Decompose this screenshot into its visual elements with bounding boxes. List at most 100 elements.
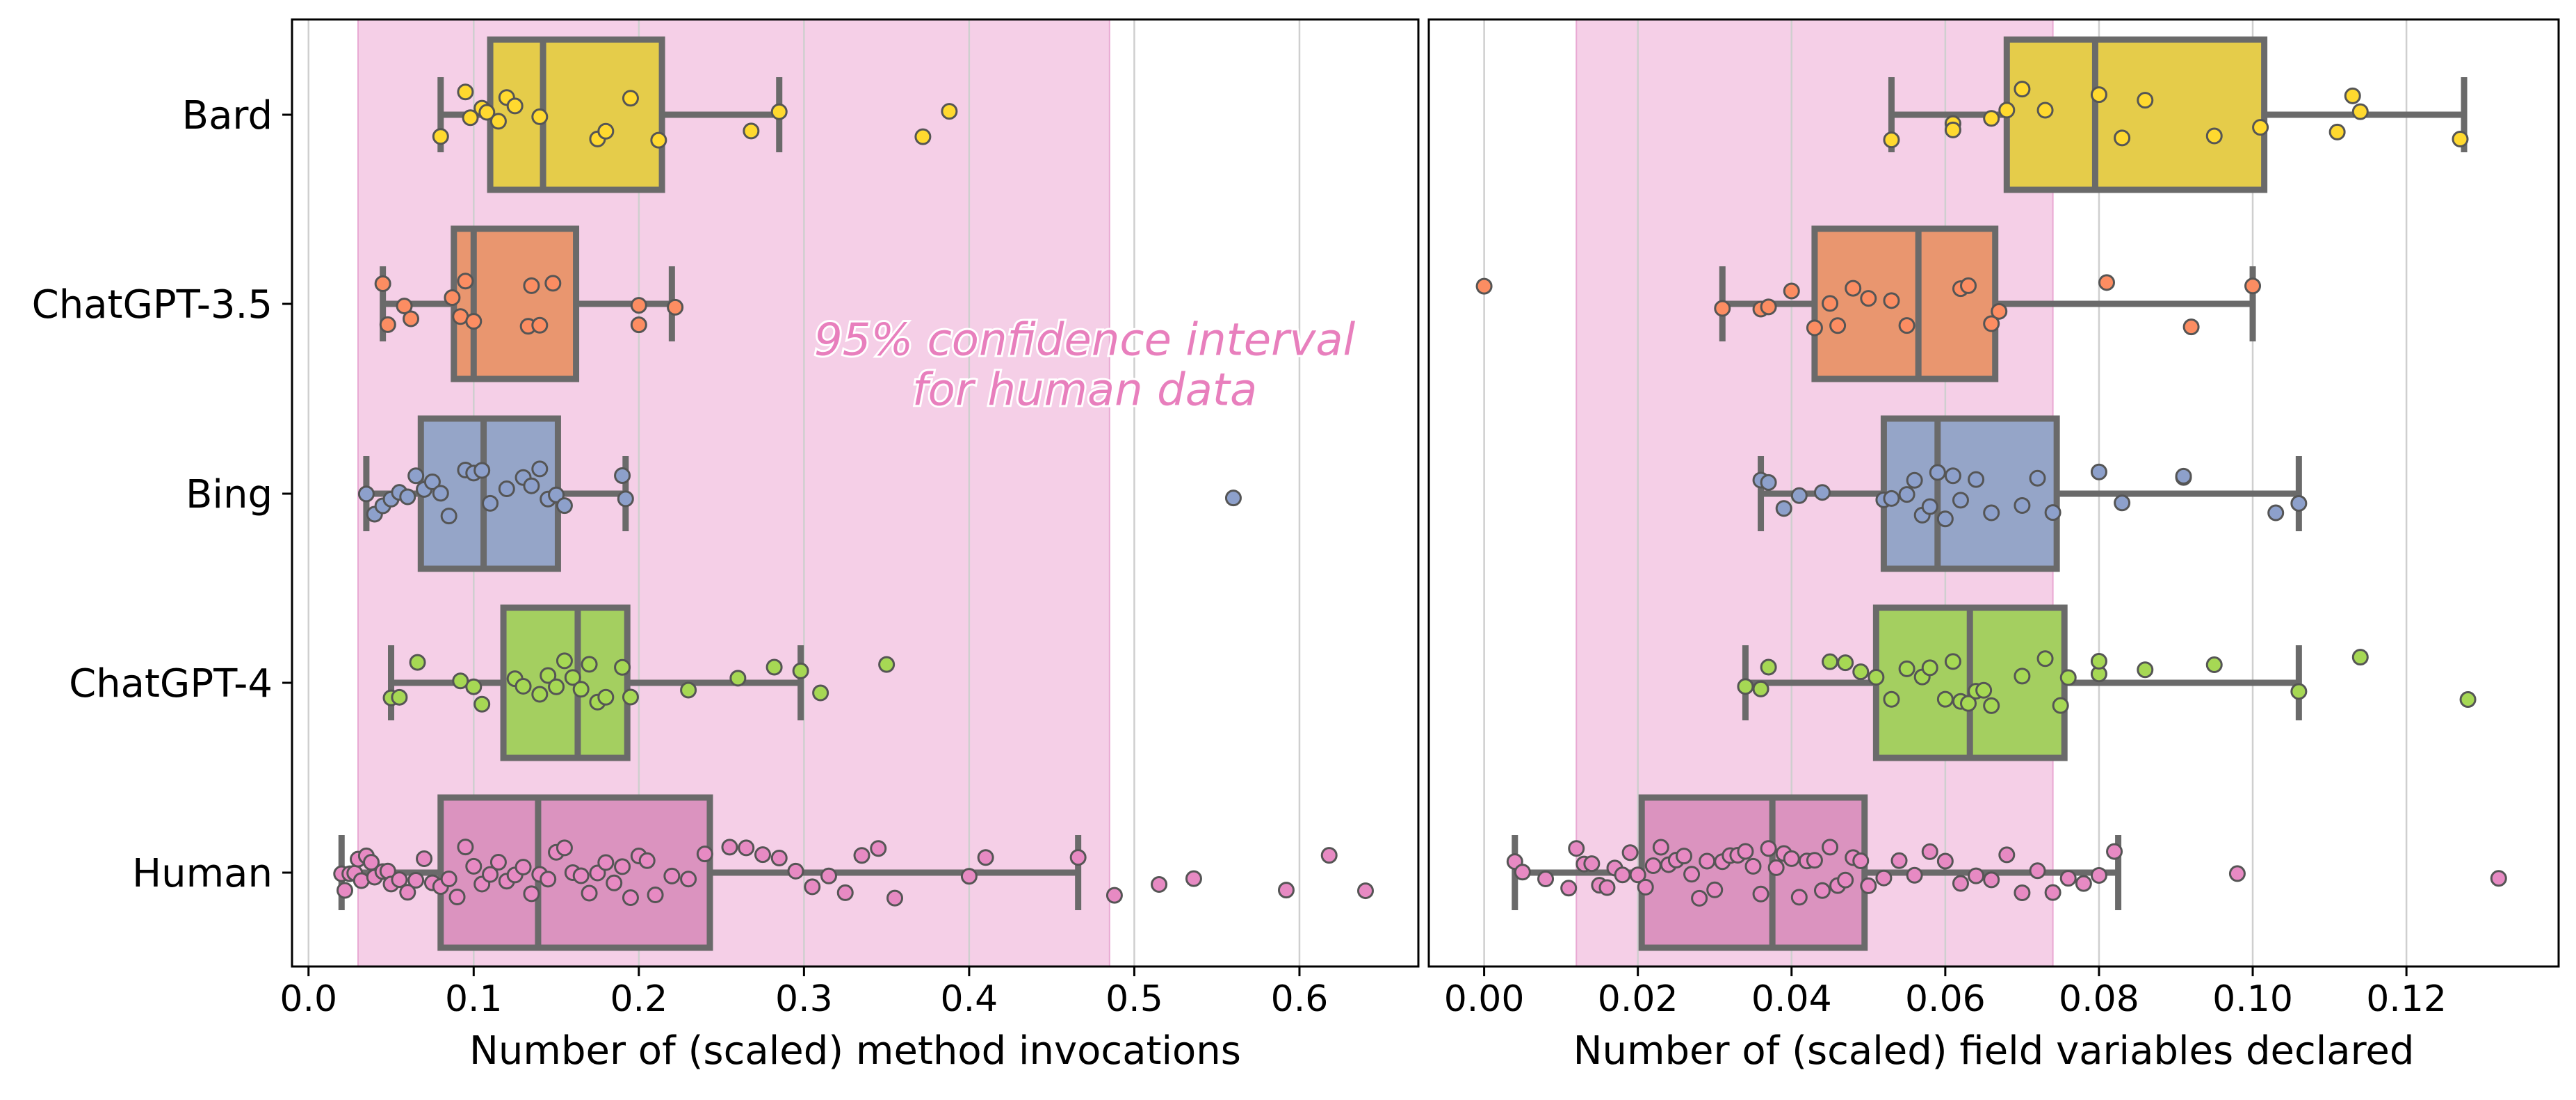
data-point: [423, 473, 441, 490]
x-tick-label: 0.06: [1905, 978, 1986, 1020]
data-point: [2137, 92, 2154, 109]
data-point: [606, 874, 623, 891]
box-body: [1811, 225, 1999, 382]
data-point: [1475, 277, 1493, 295]
data-point: [1998, 102, 2016, 119]
data-point: [478, 104, 496, 121]
data-point: [1783, 282, 1800, 300]
data-point: [544, 275, 562, 292]
data-point: [770, 849, 788, 866]
data-point: [1568, 840, 1585, 857]
data-point: [941, 103, 958, 120]
data-point: [870, 840, 887, 857]
data-point: [572, 867, 590, 884]
data-point: [1813, 882, 1831, 899]
data-point: [1883, 131, 1900, 149]
data-point: [1760, 298, 1777, 316]
data-point: [804, 878, 821, 896]
data-point: [1921, 498, 1938, 515]
data-point: [1105, 887, 1123, 904]
data-point: [721, 839, 738, 856]
data-point: [617, 490, 634, 508]
data-point: [2044, 504, 2061, 521]
data-point: [1921, 659, 1938, 677]
data-point: [1968, 471, 1985, 488]
data-point: [1790, 889, 1808, 906]
data-point: [540, 871, 557, 888]
data-point: [622, 889, 639, 906]
data-point: [2075, 875, 2092, 892]
data-point: [729, 670, 747, 687]
data-point: [403, 310, 420, 327]
data-point: [1691, 889, 1708, 907]
data-point: [1983, 871, 2000, 889]
data-point: [2106, 843, 2123, 860]
data-point: [1991, 302, 2008, 320]
data-point: [473, 695, 491, 713]
box-body: [487, 36, 665, 193]
data-point: [1813, 484, 1831, 501]
y-category-label: Bing: [186, 472, 273, 517]
data-point: [1837, 654, 1854, 672]
data-point: [391, 688, 408, 706]
data-point: [2267, 504, 2285, 521]
data-point: [465, 678, 483, 695]
data-point: [1860, 290, 1877, 307]
data-point: [1822, 653, 1839, 670]
data-point: [396, 298, 413, 315]
data-point: [696, 846, 713, 863]
data-point: [663, 867, 681, 884]
x-tick-label: 0.0: [280, 978, 337, 1020]
data-point: [2114, 129, 2131, 147]
data-point: [2228, 865, 2246, 882]
x-axis-label: Number of (scaled) field variables decla…: [1573, 1028, 2415, 1074]
data-point: [878, 656, 896, 673]
data-point: [1676, 848, 1693, 865]
data-point: [523, 477, 540, 494]
data-point: [1652, 839, 1669, 856]
data-point: [820, 867, 837, 884]
data-point: [556, 652, 573, 670]
data-point: [1767, 859, 1785, 876]
data-point: [1744, 857, 1762, 875]
data-point: [1875, 869, 1893, 887]
data-point: [1952, 492, 1969, 509]
data-point: [622, 688, 639, 706]
data-point: [2459, 691, 2477, 709]
data-point: [523, 885, 540, 903]
data-point: [614, 858, 631, 875]
x-tick-label: 0.12: [2366, 978, 2447, 1020]
data-point: [548, 678, 565, 695]
data-point: [1837, 871, 1854, 889]
data-point: [1845, 280, 1862, 297]
data-point: [515, 677, 532, 695]
data-point: [1356, 882, 1374, 900]
data-point: [1868, 668, 1885, 686]
data-point: [523, 277, 540, 294]
data-point: [1983, 110, 2000, 127]
data-point: [1598, 879, 1616, 896]
data-point: [2490, 870, 2507, 887]
data-point: [1514, 864, 1531, 881]
data-point: [457, 83, 474, 101]
data-point: [1629, 866, 1646, 884]
data-point: [465, 313, 483, 330]
data-point: [409, 654, 426, 671]
data-point: [581, 656, 598, 673]
data-point: [650, 131, 667, 149]
data-point: [1936, 852, 1954, 870]
data-point: [1760, 840, 1777, 857]
y-category-label: Human: [132, 851, 273, 896]
data-point: [1320, 847, 1338, 864]
box-bard: [1883, 36, 2469, 193]
data-point: [792, 662, 809, 679]
data-point: [1621, 844, 1639, 862]
data-point: [738, 839, 755, 857]
data-point: [2351, 649, 2369, 666]
data-point: [1998, 846, 2016, 864]
data-point: [1714, 300, 1731, 317]
data-point: [1975, 681, 1993, 699]
x-tick-label: 0.08: [2059, 978, 2139, 1020]
x-tick-label: 0.2: [610, 978, 667, 1020]
